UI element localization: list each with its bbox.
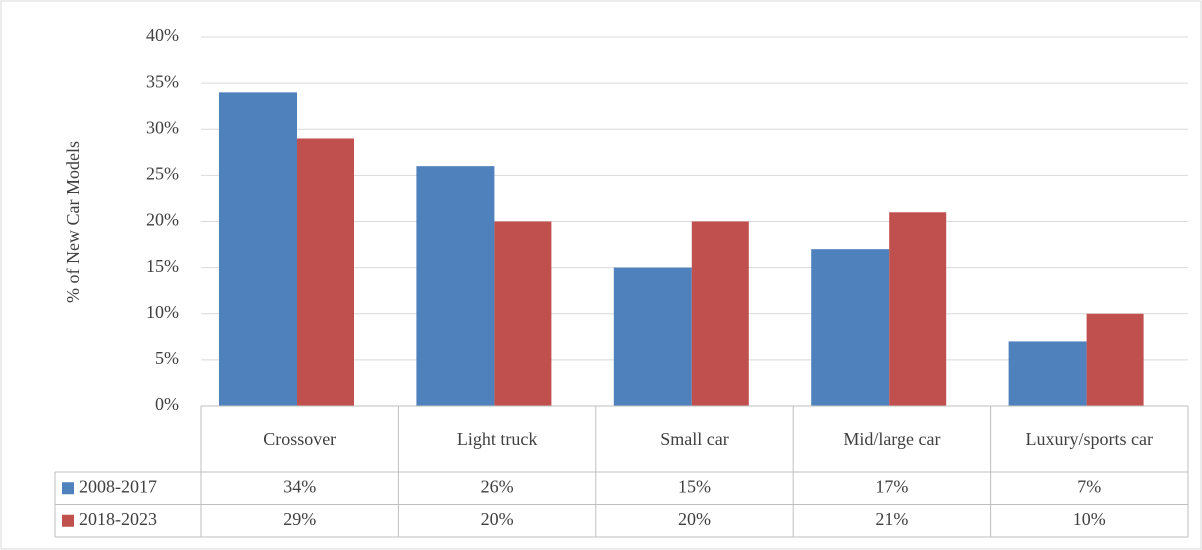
y-tick-label: 10% [146,302,179,322]
table-value: 10% [1073,509,1106,529]
table-value: 15% [678,476,711,496]
x-tick-label-box: Light truck [456,429,538,449]
y-tick-label: 25% [146,164,179,184]
bar [1008,341,1087,406]
table-value: 17% [875,476,908,496]
bar [613,267,692,406]
x-tick-label: Mid/large car [843,429,941,449]
x-tick-label-box: Crossover [263,429,337,449]
x-tick-label-box: Small car [660,429,729,449]
legend-label: 2008-2017 [79,476,157,496]
y-tick-label: 15% [146,256,179,276]
table-value: 26% [481,476,514,496]
table-value: 7% [1077,476,1101,496]
bar [219,92,297,406]
bar [889,212,947,406]
y-tick-label: 5% [155,348,179,368]
x-tick-label: Light truck [456,429,538,449]
table-value: 29% [283,509,316,529]
x-tick-label: Luxury/sports car [1025,429,1154,449]
legend-key [62,482,74,495]
y-axis-title: % of New Car Models [63,141,83,303]
legend-label: 2018-2023 [79,509,157,529]
table-value: 20% [678,509,711,529]
y-tick-label: 35% [146,71,179,91]
y-tick-label: 20% [146,210,179,230]
y-tick-label: 0% [155,394,179,414]
bar [297,138,354,406]
bar [811,249,890,406]
table-value: 20% [481,509,514,529]
x-tick-label: Crossover [263,429,337,449]
bar [691,221,749,406]
y-tick-label: 40% [146,25,179,45]
y-tick-label: 30% [146,117,179,137]
x-tick-label-box: Luxury/sports car [1025,429,1154,449]
bar [494,221,552,406]
bar [416,166,495,406]
table-value: 21% [875,509,908,529]
x-tick-label: Small car [660,429,729,449]
x-tick-label-box: Mid/large car [843,429,941,449]
bar [1086,313,1144,406]
table-value: 34% [283,476,316,496]
legend-key [62,514,74,527]
